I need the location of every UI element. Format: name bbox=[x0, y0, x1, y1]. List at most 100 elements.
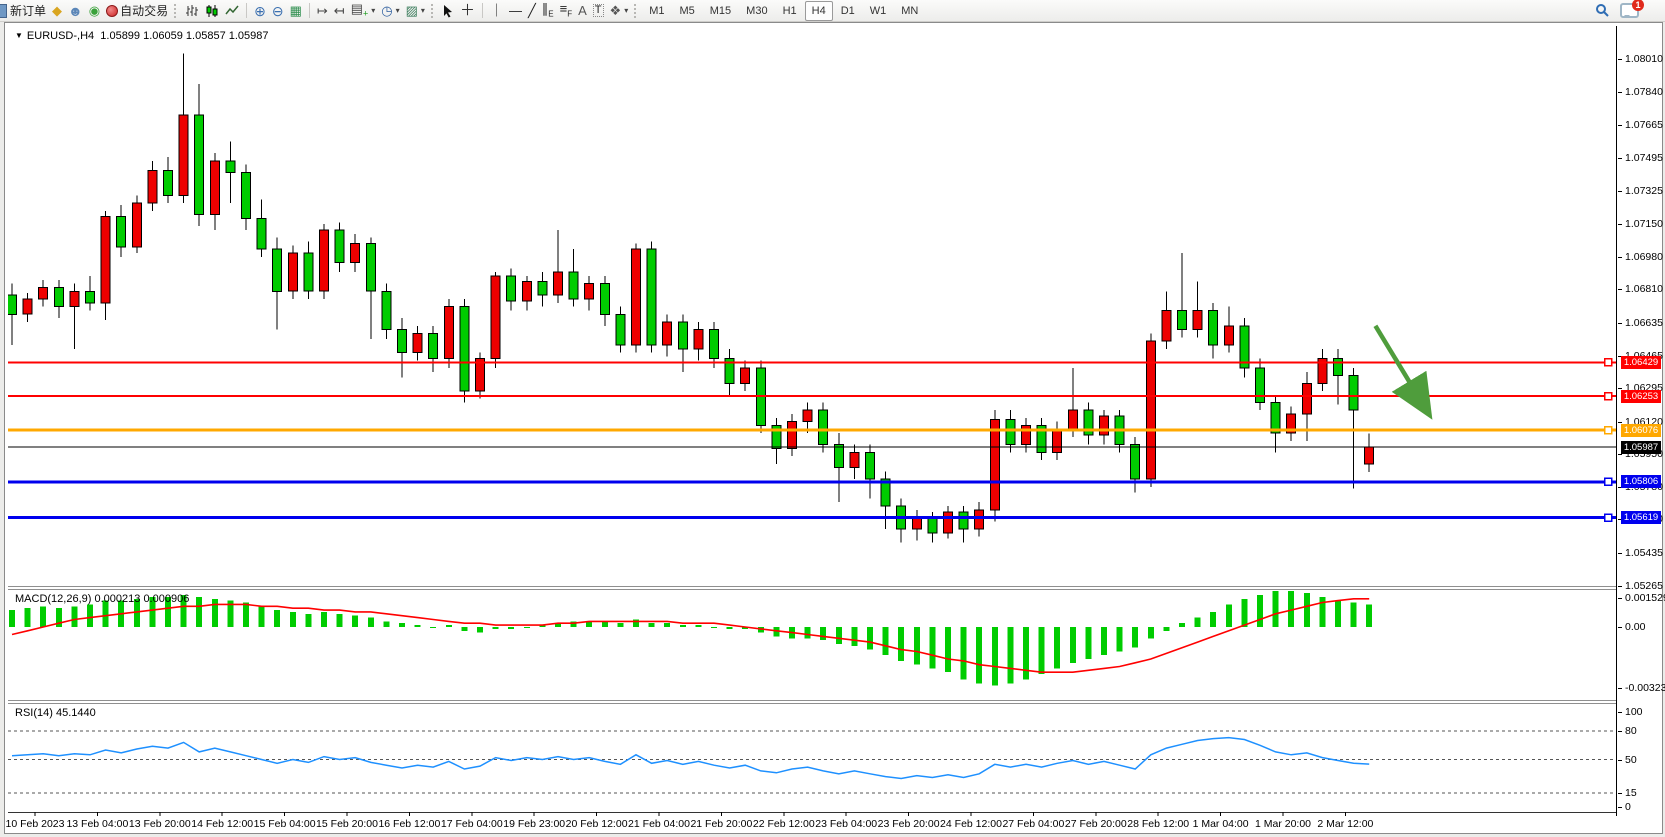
price-tick-mark bbox=[1618, 92, 1622, 93]
hline-price-label: 1.05806 bbox=[1621, 475, 1661, 488]
price-tick-mark bbox=[1618, 519, 1622, 520]
toolbar-gripper bbox=[634, 3, 638, 18]
toolbar-right-group: 1 bbox=[1595, 0, 1663, 18]
chart-title-overlay: ▼ EURUSD-,H4 1.05899 1.06059 1.05857 1.05… bbox=[15, 30, 269, 42]
price-tick-label: 1.07325 bbox=[1625, 185, 1663, 197]
time-axis[interactable]: 10 Feb 2023 13 Feb 04:00 13 Feb 20:00 14 Fe… bbox=[6, 817, 1616, 833]
macd-main-value: 0.000213 bbox=[94, 593, 141, 605]
arrows-tool-button[interactable]: ❖ ▾ bbox=[607, 2, 632, 20]
timeframe-button-m15[interactable]: M15 bbox=[709, 4, 732, 17]
fibonacci-button[interactable]: ≡F bbox=[557, 2, 575, 20]
time-axis-label: 23 Feb 20:00 bbox=[877, 818, 940, 830]
candlestick-chart-button[interactable] bbox=[202, 2, 222, 20]
time-axis-label: 24 Feb 12:00 bbox=[940, 818, 1002, 830]
rsi-tick-mark bbox=[1618, 731, 1622, 732]
periods-button[interactable]: ◷ ▾ bbox=[378, 2, 402, 20]
vertical-line-button[interactable]: ｜ bbox=[487, 2, 506, 20]
chart-canvas[interactable] bbox=[8, 26, 1617, 816]
search-icon[interactable] bbox=[1595, 3, 1610, 18]
rsi-label-overlay: RSI(14) 45.1440 bbox=[15, 707, 96, 719]
trend-arrow-annotation bbox=[1373, 324, 1433, 420]
price-tick-label: 1.06635 bbox=[1625, 317, 1663, 329]
templates-button[interactable]: ▨ ▾ bbox=[403, 2, 428, 20]
price-tick-label: 1.06810 bbox=[1625, 283, 1663, 295]
horizontal-line-button[interactable]: — bbox=[506, 2, 525, 20]
macd-indicator-name: MACD(12,26,9) bbox=[15, 593, 92, 605]
time-axis-label: 1 Mar 04:00 bbox=[1192, 818, 1249, 830]
collapse-indicators-icon[interactable]: ▼ bbox=[15, 31, 23, 40]
price-tick-label: 1.05435 bbox=[1625, 547, 1663, 559]
cursor-icon bbox=[443, 4, 452, 17]
time-axis-label: 19 Feb 23:00 bbox=[503, 818, 566, 830]
notification-badge: 1 bbox=[1632, 0, 1644, 11]
time-axis-label: 2 Mar 12:00 bbox=[1317, 818, 1374, 830]
zoom-in-button[interactable]: ⊕ bbox=[251, 2, 269, 20]
new-chart-icon: ▤+ bbox=[350, 1, 369, 19]
rsi-scale-label: 15 bbox=[1625, 787, 1637, 799]
timeframe-button-m1[interactable]: M1 bbox=[649, 4, 665, 17]
chart-ohlc-values: 1.05899 1.06059 1.05857 1.05987 bbox=[100, 30, 269, 42]
seal-button[interactable]: ◆ bbox=[49, 2, 65, 20]
dropdown-caret-icon: ▾ bbox=[395, 6, 400, 15]
auto-scroll-icon: ↦ bbox=[316, 3, 328, 18]
gold-seal-icon: ◆ bbox=[52, 3, 63, 18]
new-order-button[interactable]: 新订单 bbox=[7, 2, 49, 20]
timeframe-button-m5[interactable]: M5 bbox=[679, 4, 695, 17]
cursor-button[interactable] bbox=[439, 2, 457, 20]
macd-tick-mark bbox=[1618, 627, 1622, 628]
price-axis[interactable]: 1.08010 1.07840 1.07665 1.07495 1.07325 1.071… bbox=[1618, 26, 1665, 816]
community-button[interactable]: ☻ bbox=[65, 2, 86, 20]
price-tick-mark bbox=[1618, 487, 1622, 488]
macd-signal-line bbox=[11, 597, 1370, 674]
main-toolbar: 新订单 ◆ ☻ ◉ 自动交易 ⊕ ⊖ ▦ ↦ ↤ ▤+ ▾ ◷ ▾ ▨ ▾ bbox=[0, 0, 1665, 22]
bar-chart-icon bbox=[186, 4, 199, 16]
zoom-in-icon: ⊕ bbox=[254, 2, 266, 19]
chat-icon[interactable]: 1 bbox=[1620, 0, 1644, 18]
tile-windows-button[interactable]: ▦ bbox=[287, 2, 305, 20]
crosshair-icon: ＋ bbox=[459, 2, 475, 19]
rsi-scale-label: 80 bbox=[1625, 725, 1637, 737]
chart-symbol-period: EURUSD-,H4 bbox=[26, 30, 95, 42]
price-tick-label: 1.08010 bbox=[1625, 53, 1663, 65]
text-tool-button[interactable]: A bbox=[575, 2, 590, 20]
timeframe-button-h4[interactable]: H4 bbox=[804, 0, 833, 21]
timeframe-button-m30[interactable]: M30 bbox=[746, 4, 768, 17]
hline-objects-layer bbox=[8, 358, 1617, 522]
rsi-tick-mark bbox=[1618, 712, 1622, 713]
rsi-scale-label: 100 bbox=[1625, 706, 1643, 718]
tile-windows-icon: ▦ bbox=[289, 3, 302, 18]
channel-button[interactable]: ∥E bbox=[539, 2, 557, 20]
bar-chart-button[interactable] bbox=[182, 2, 202, 20]
time-axis-label: 21 Feb 20:00 bbox=[690, 818, 753, 830]
timeframe-button-d1[interactable]: D1 bbox=[840, 4, 855, 17]
timeframe-button-h1[interactable]: H1 bbox=[782, 4, 797, 17]
signals-button[interactable]: ◉ bbox=[86, 2, 103, 20]
line-chart-button[interactable] bbox=[222, 2, 242, 20]
price-tick-mark bbox=[1618, 586, 1622, 587]
time-axis-label: 27 Feb 04:00 bbox=[1002, 818, 1065, 830]
trendline-button[interactable]: ╱ bbox=[525, 2, 539, 20]
crosshair-button[interactable]: ＋ bbox=[457, 2, 478, 20]
new-chart-button[interactable]: ▤+ ▾ bbox=[348, 2, 379, 20]
price-tick-mark bbox=[1618, 191, 1622, 192]
price-tick-mark bbox=[1618, 356, 1622, 357]
auto-scroll-button[interactable]: ↦ bbox=[314, 2, 331, 20]
time-axis-label: 15 Feb 20:00 bbox=[316, 818, 378, 830]
auto-trading-status-icon bbox=[106, 4, 119, 17]
price-tick-mark bbox=[1618, 257, 1622, 258]
time-axis-label: 23 Feb 04:00 bbox=[815, 818, 878, 830]
chart-shift-button[interactable]: ↤ bbox=[331, 2, 348, 20]
template-icon: ▨ bbox=[405, 3, 418, 18]
auto-trading-button[interactable]: 自动交易 bbox=[103, 2, 171, 20]
current-price-label: 1.05987 bbox=[1621, 441, 1661, 454]
rsi-value: 45.1440 bbox=[55, 707, 96, 719]
timeframe-button-w1[interactable]: W1 bbox=[869, 4, 887, 17]
label-tool-button[interactable]: T bbox=[590, 2, 607, 20]
timeframe-button-mn[interactable]: MN bbox=[901, 4, 919, 17]
auto-trading-label: 自动交易 bbox=[120, 4, 169, 18]
text-tool-icon: A bbox=[578, 3, 587, 18]
time-axis-label: 27 Feb 20:00 bbox=[1064, 818, 1127, 830]
time-axis-label: 22 Feb 12:00 bbox=[752, 818, 815, 830]
price-tick-label: 1.05265 bbox=[1625, 580, 1663, 592]
zoom-out-button[interactable]: ⊖ bbox=[269, 2, 287, 20]
